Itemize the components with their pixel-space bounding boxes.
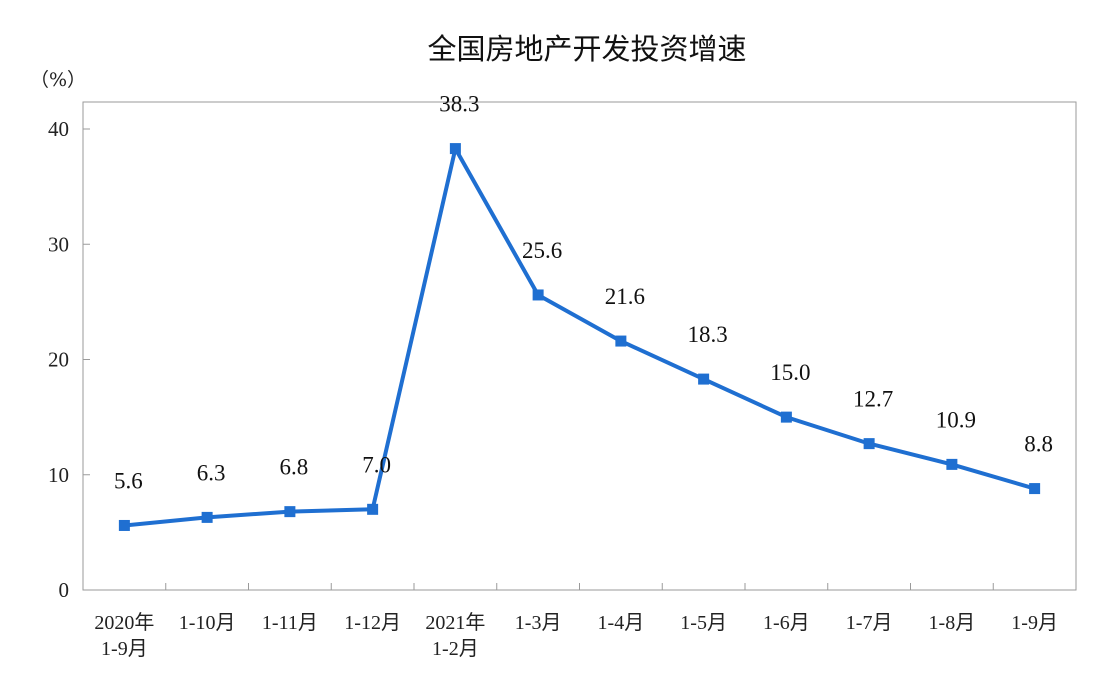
y-tick-label: 0 xyxy=(59,578,70,602)
data-point-marker xyxy=(1029,483,1041,495)
data-label: 38.3 xyxy=(439,92,479,117)
series-line xyxy=(122,146,1037,528)
data-label: 6.8 xyxy=(280,455,309,480)
data-label: 18.3 xyxy=(688,322,728,347)
y-tick-label: 10 xyxy=(48,463,69,487)
y-tick-label: 40 xyxy=(48,117,69,141)
x-tick-label: 1-8月 xyxy=(929,612,976,634)
data-label: 21.6 xyxy=(605,284,645,309)
data-point-marker xyxy=(615,335,627,347)
data-point-marker xyxy=(863,438,875,450)
data-label: 7.0 xyxy=(362,452,391,477)
data-label: 12.7 xyxy=(853,387,893,412)
data-label: 25.6 xyxy=(522,238,562,263)
data-point-marker xyxy=(284,506,296,518)
data-label: 5.6 xyxy=(114,468,143,493)
x-tick-label: 1-5月 xyxy=(680,612,727,634)
x-tick-label: 1-12月 xyxy=(344,612,401,634)
data-point-marker xyxy=(118,519,130,531)
y-tick-label: 20 xyxy=(48,348,69,372)
x-tick-label: 1-11月 xyxy=(262,612,318,634)
x-tick-label: 2021年 1-2月 xyxy=(425,611,485,660)
x-tick-label: 1-6月 xyxy=(763,612,810,634)
x-tick-label: 2020年 1-9月 xyxy=(94,611,154,660)
data-point-marker xyxy=(946,458,958,470)
data-point-marker xyxy=(201,511,213,523)
x-axis: 2020年 1-9月 1-10月 1-11月 1-12月 2021年 1-2月 1-3月 1-4… xyxy=(94,583,1058,660)
data-point-marker xyxy=(780,411,792,423)
data-label: 10.9 xyxy=(936,407,976,432)
data-point-marker xyxy=(698,373,710,385)
y-axis: 0 10 20 30 40 xyxy=(48,117,90,602)
y-unit-label: （%） xyxy=(30,69,86,91)
chart-title: 全国房地产开发投资增速 xyxy=(427,32,746,66)
x-tick-label: 1-7月 xyxy=(846,612,893,634)
data-label: 6.3 xyxy=(197,460,226,485)
data-labels: 5.6 6.3 6.8 7.0 38.3 25.6 21.6 18.3 15.0 12.7 10.9… xyxy=(114,92,1053,494)
y-tick-label: 30 xyxy=(48,232,69,256)
data-point-marker xyxy=(449,143,461,155)
x-tick-label: 1-4月 xyxy=(598,612,645,634)
data-label: 8.8 xyxy=(1024,432,1053,457)
data-point-marker xyxy=(367,503,379,515)
x-tick-label: 1-3月 xyxy=(515,612,562,634)
data-label: 15.0 xyxy=(770,360,810,385)
x-tick-label: 1-9月 xyxy=(1011,612,1058,634)
data-point-marker xyxy=(532,289,544,301)
x-tick-label: 1-10月 xyxy=(179,612,236,634)
series-markers xyxy=(118,143,1041,531)
